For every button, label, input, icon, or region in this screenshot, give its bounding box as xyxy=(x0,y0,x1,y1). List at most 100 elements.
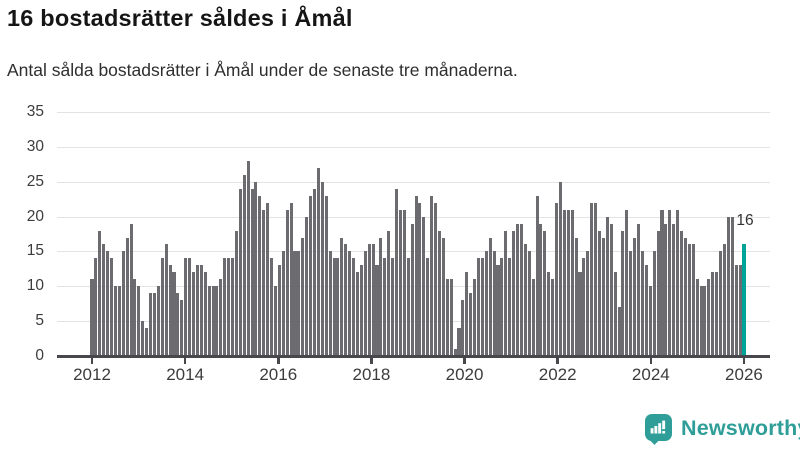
bar xyxy=(605,216,609,356)
bar xyxy=(555,202,559,356)
highlighted-bar xyxy=(742,244,746,356)
bar xyxy=(293,251,297,356)
bar xyxy=(469,293,473,356)
bar xyxy=(106,251,110,356)
bar xyxy=(195,265,199,356)
bar xyxy=(344,244,348,356)
bar xyxy=(621,230,625,356)
bar xyxy=(648,286,652,356)
bar xyxy=(738,265,742,356)
bar xyxy=(488,237,492,356)
bar xyxy=(129,223,133,356)
bar xyxy=(367,244,371,356)
bar xyxy=(652,251,656,356)
bar xyxy=(699,286,703,356)
bar xyxy=(180,300,184,356)
bar xyxy=(722,244,726,356)
bar xyxy=(715,272,719,356)
bar xyxy=(449,279,453,356)
bar xyxy=(94,258,98,356)
bar xyxy=(394,188,399,356)
page-title: 16 bostadsrätter såldes i Åmål xyxy=(7,5,353,31)
bar xyxy=(336,258,340,356)
bar-chart-speech-bubble-icon xyxy=(645,414,672,441)
x-axis-tick xyxy=(90,357,94,364)
bar xyxy=(254,181,258,356)
bar xyxy=(297,251,301,356)
y-axis-tick-label: 30 xyxy=(26,137,44,155)
bar xyxy=(246,160,250,356)
bar xyxy=(262,209,266,356)
bar xyxy=(465,272,469,356)
bar xyxy=(707,279,711,356)
bar xyxy=(238,188,242,356)
bar xyxy=(328,251,332,356)
bar xyxy=(629,251,633,356)
bar xyxy=(461,300,465,356)
bar xyxy=(426,258,430,356)
bar xyxy=(656,230,660,356)
bar xyxy=(660,209,664,356)
bar xyxy=(703,286,707,356)
x-axis-tick xyxy=(183,357,187,364)
logo-bars-glyph xyxy=(650,420,666,434)
bar xyxy=(363,251,367,356)
bar xyxy=(227,258,231,356)
bar xyxy=(535,195,539,356)
bar xyxy=(695,279,699,356)
bar xyxy=(316,167,320,356)
bar xyxy=(258,195,262,356)
bar xyxy=(219,279,223,356)
bar xyxy=(566,209,570,356)
bar xyxy=(305,216,309,356)
bar xyxy=(98,230,102,356)
bar xyxy=(418,202,422,356)
bar xyxy=(578,272,582,356)
bar xyxy=(387,230,391,356)
bar xyxy=(184,258,188,356)
bar xyxy=(496,265,500,356)
bar xyxy=(484,251,488,356)
bar xyxy=(523,244,527,356)
bar xyxy=(273,286,277,356)
bar xyxy=(664,223,668,356)
bar xyxy=(285,209,289,356)
x-axis-tick-label: 2022 xyxy=(538,365,577,384)
bar xyxy=(574,237,578,356)
bar xyxy=(609,223,613,356)
bar xyxy=(672,223,676,356)
bar xyxy=(188,258,192,356)
bar xyxy=(558,181,562,356)
bar xyxy=(176,293,180,356)
bar xyxy=(160,258,164,356)
bar xyxy=(379,237,383,356)
bar xyxy=(398,209,402,356)
bar xyxy=(562,209,566,356)
bar xyxy=(383,258,387,356)
x-axis-tick-label: 2014 xyxy=(166,365,205,384)
y-axis-tick-label: 35 xyxy=(26,103,44,121)
x-axis-tick-label: 2026 xyxy=(725,365,763,384)
bar xyxy=(613,272,617,356)
bar xyxy=(223,258,227,356)
bar xyxy=(231,258,235,356)
bar xyxy=(594,202,598,356)
x-axis-tick xyxy=(556,357,559,364)
x-axis-tick-label: 2018 xyxy=(352,365,391,384)
y-axis-tick-label: 15 xyxy=(26,242,44,260)
bar xyxy=(676,209,680,356)
bar xyxy=(355,272,359,356)
bar xyxy=(309,195,313,356)
bar xyxy=(473,279,477,356)
bar xyxy=(207,286,211,356)
bar xyxy=(504,230,508,356)
bar xyxy=(191,272,196,356)
bar xyxy=(422,216,426,356)
bar xyxy=(164,244,168,356)
bar xyxy=(242,174,246,356)
bar xyxy=(516,223,520,356)
newsworthy-logo[interactable]: Newsworthy xyxy=(645,413,800,447)
bar xyxy=(719,251,723,356)
bar xyxy=(102,244,106,356)
